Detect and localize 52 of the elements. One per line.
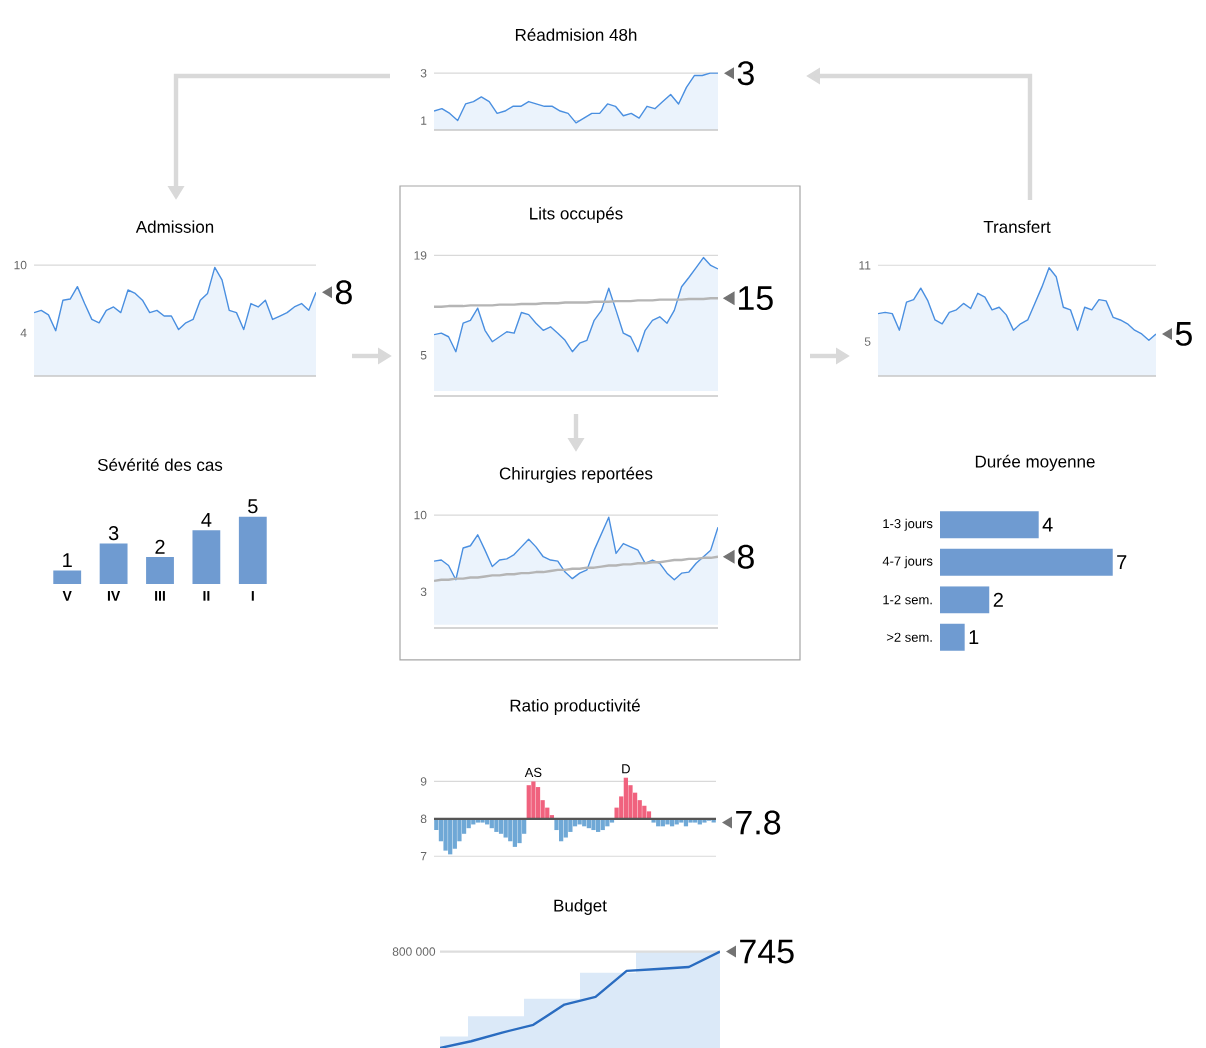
data-label: 2 <box>993 592 1003 607</box>
bar <box>99 543 128 584</box>
bar <box>494 818 499 832</box>
data-label: 4 <box>201 512 212 527</box>
text: 8 <box>737 544 754 569</box>
bar <box>628 785 633 819</box>
data-label: 3 <box>108 526 119 541</box>
text: 745 <box>740 939 794 964</box>
bar <box>517 818 522 844</box>
data-label: 5 <box>248 499 258 514</box>
bar <box>503 818 508 838</box>
bar <box>568 818 573 832</box>
bar <box>531 781 536 819</box>
bar <box>940 623 965 651</box>
chart-title: Budget <box>554 899 607 915</box>
bar <box>940 548 1113 576</box>
bar <box>940 586 990 614</box>
chart-title: Durée moyenne <box>975 454 1095 471</box>
chart-title: Transfert <box>983 220 1051 233</box>
text: 3 <box>737 61 754 86</box>
text: 7.8 <box>736 810 781 835</box>
bar <box>146 557 174 584</box>
data-label: 1 <box>969 630 979 645</box>
chart-title: Admission <box>135 220 214 233</box>
data-label: 2 <box>155 539 165 554</box>
bar <box>623 777 628 819</box>
chart-title: Chirurgies reportées <box>499 466 653 483</box>
bar <box>448 818 453 855</box>
bar <box>940 511 1039 539</box>
data-label: 7 <box>1117 555 1127 570</box>
chart-title: Réadmision 48h <box>515 28 637 41</box>
data-label: 4 <box>1042 517 1053 532</box>
chart-title: Ratio productivité <box>510 698 640 715</box>
text: 8 <box>335 280 352 305</box>
bar <box>637 800 642 819</box>
bar <box>452 818 457 849</box>
bar <box>192 530 221 584</box>
text: 15 <box>739 286 773 311</box>
bar <box>53 570 82 584</box>
data-label: 1 <box>63 553 72 568</box>
text: 5 <box>1175 322 1192 346</box>
bar <box>238 516 267 584</box>
bar <box>591 818 596 831</box>
bar <box>457 818 462 842</box>
bar <box>512 818 518 847</box>
line-series <box>434 555 718 583</box>
chart-title: Lits occupés <box>530 206 623 223</box>
bar <box>535 787 541 819</box>
bar <box>526 785 531 819</box>
bar <box>443 818 448 851</box>
bar <box>632 792 638 819</box>
chart-title: Sévérité des cas <box>97 458 223 471</box>
